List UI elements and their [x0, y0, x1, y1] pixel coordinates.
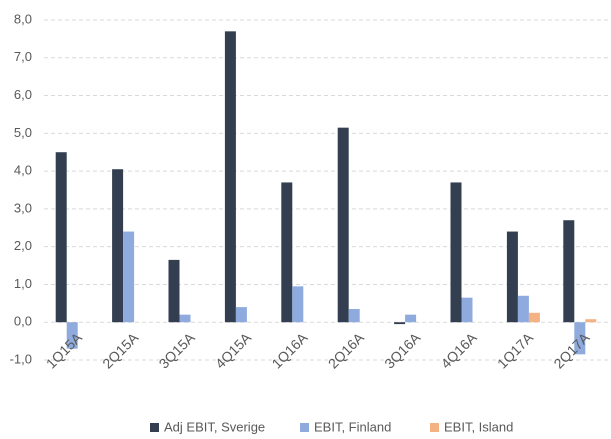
legend-label: EBIT, Finland: [314, 419, 391, 434]
bar: [348, 309, 360, 323]
legend-label: EBIT, Island: [444, 419, 513, 434]
bar: [517, 295, 529, 323]
y-tick-label: 7,0: [14, 49, 32, 64]
bar: [405, 314, 417, 323]
y-tick-label: 8,0: [14, 11, 32, 26]
x-tick-label: 1Q17A: [494, 329, 537, 372]
bar: [461, 297, 473, 323]
y-tick-label: 5,0: [14, 125, 32, 140]
bar: [292, 286, 304, 323]
bar: [528, 312, 540, 323]
bar: [574, 322, 586, 355]
x-tick-label: 1Q16A: [268, 329, 311, 372]
bar: [55, 152, 67, 323]
y-tick-label: 1,0: [14, 276, 32, 291]
bar: [235, 307, 247, 323]
x-tick-label: 2Q17A: [550, 329, 593, 372]
legend-swatch: [300, 423, 309, 432]
y-tick-label: 3,0: [14, 200, 32, 215]
y-tick-label: 4,0: [14, 163, 32, 178]
x-tick-label: 3Q16A: [381, 329, 424, 372]
bar: [585, 319, 597, 323]
y-tick-label: -1,0: [10, 351, 32, 366]
legend-swatch: [430, 423, 439, 432]
x-tick-label: 3Q15A: [156, 329, 199, 372]
bar: [224, 31, 236, 323]
bar: [506, 231, 518, 323]
y-tick-label: 2,0: [14, 238, 32, 253]
x-tick-label: 2Q16A: [325, 329, 368, 372]
bar: [168, 259, 180, 323]
bar: [394, 322, 406, 325]
x-tick-label: 4Q15A: [212, 329, 255, 372]
x-tick-label: 2Q15A: [99, 329, 142, 372]
legend-label: Adj EBIT, Sverige: [164, 419, 265, 434]
bar: [563, 220, 575, 323]
bar: [66, 322, 78, 349]
bar: [337, 127, 349, 323]
bar: [112, 169, 124, 323]
legend: Adj EBIT, Sverige EBIT, Finland EBIT, Isla…: [150, 419, 513, 434]
bar: [281, 182, 293, 323]
bar: [123, 231, 135, 323]
y-tick-label: 6,0: [14, 87, 32, 102]
x-tick-label: 1Q15A: [43, 329, 86, 372]
x-tick-label: 4Q16A: [438, 329, 481, 372]
bar: [450, 182, 462, 323]
legend-swatch: [150, 423, 159, 432]
bar: [179, 314, 191, 323]
y-tick-label: 0,0: [14, 314, 32, 329]
